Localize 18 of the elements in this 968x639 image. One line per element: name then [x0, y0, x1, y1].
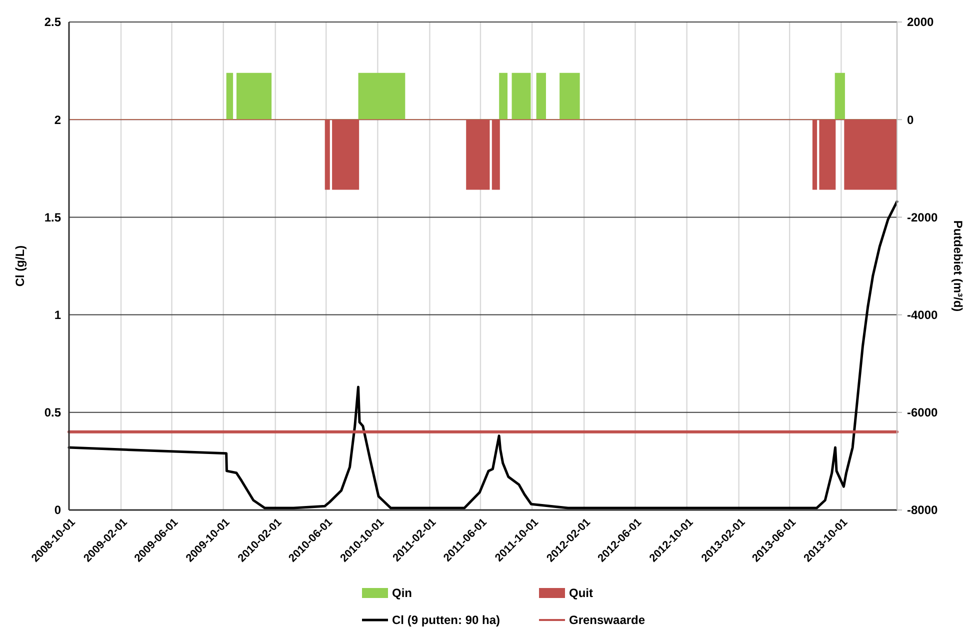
y2-tick-label: -8000	[907, 503, 938, 518]
y2-tick-label: -4000	[907, 308, 938, 322]
y2-tick-label: -6000	[907, 406, 938, 420]
y-axis-title: Cl (g/L)	[13, 245, 27, 287]
y2-tick-label: 2000	[907, 15, 934, 30]
y-tick-label: 0	[54, 503, 62, 518]
legend-label: Quit	[569, 586, 593, 600]
legend-label: Qin	[392, 586, 412, 600]
y2-tick-label: 0	[907, 112, 914, 127]
y-tick-label: 2	[54, 112, 62, 127]
y-tick-label: 1	[54, 308, 62, 322]
y-tick-label: 2.5	[44, 15, 62, 30]
legend-label: Grenswaarde	[569, 613, 646, 628]
y2-tick-label: -2000	[907, 210, 938, 224]
y-tick-label: 0.5	[44, 406, 62, 420]
y2-axis-title: Putdebiet (m³/d)	[951, 220, 965, 312]
y-tick-label: 1.5	[44, 210, 62, 224]
legend-label: Cl (9 putten: 90 ha)	[392, 613, 500, 628]
